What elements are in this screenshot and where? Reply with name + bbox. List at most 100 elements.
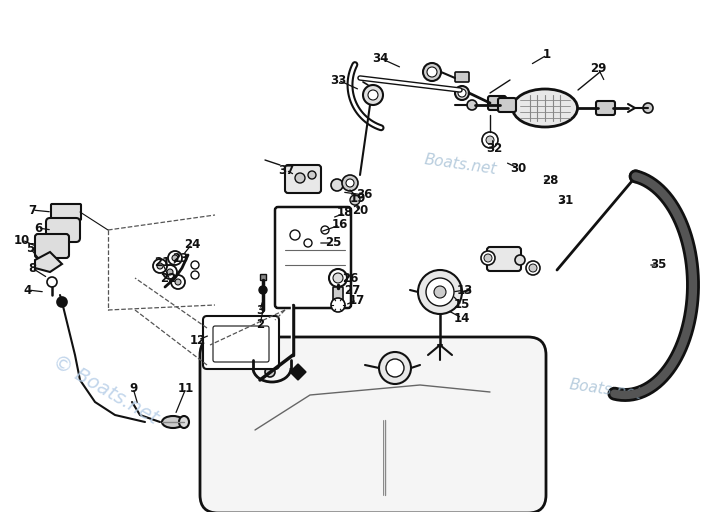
Circle shape (486, 136, 494, 144)
Circle shape (379, 352, 411, 384)
Circle shape (427, 67, 437, 77)
Circle shape (342, 175, 358, 191)
Text: 14: 14 (454, 311, 470, 325)
Circle shape (304, 239, 312, 247)
Text: 18: 18 (336, 206, 353, 220)
Circle shape (426, 278, 454, 306)
Text: 34: 34 (372, 52, 388, 65)
Circle shape (350, 195, 360, 205)
Circle shape (482, 132, 498, 148)
Circle shape (329, 269, 347, 287)
FancyBboxPatch shape (275, 207, 351, 308)
Text: 27: 27 (344, 284, 360, 296)
Text: 35: 35 (650, 259, 667, 271)
Circle shape (346, 179, 354, 187)
FancyBboxPatch shape (35, 234, 69, 258)
Text: 10: 10 (14, 233, 30, 246)
FancyBboxPatch shape (596, 101, 615, 115)
Circle shape (423, 63, 441, 81)
Text: 24: 24 (184, 238, 200, 250)
Circle shape (484, 254, 492, 262)
FancyBboxPatch shape (487, 247, 521, 271)
Circle shape (171, 275, 185, 289)
Text: 32: 32 (486, 141, 502, 155)
Ellipse shape (162, 416, 184, 428)
Circle shape (168, 251, 182, 265)
Text: 7: 7 (28, 203, 36, 217)
Text: 11: 11 (178, 381, 194, 395)
Text: 5: 5 (26, 242, 34, 254)
FancyBboxPatch shape (333, 287, 343, 303)
Circle shape (630, 170, 641, 182)
Circle shape (529, 264, 537, 272)
Text: 30: 30 (510, 161, 526, 175)
Text: 23: 23 (172, 251, 188, 265)
Polygon shape (290, 364, 306, 380)
Text: 25: 25 (325, 237, 342, 249)
Circle shape (368, 90, 378, 100)
Circle shape (363, 85, 383, 105)
Text: 20: 20 (352, 204, 368, 218)
Text: © Boats.net: © Boats.net (49, 352, 161, 428)
Circle shape (455, 86, 469, 100)
Circle shape (321, 226, 329, 234)
Circle shape (515, 255, 525, 265)
Text: 16: 16 (331, 219, 348, 231)
Circle shape (331, 298, 345, 312)
Text: 28: 28 (542, 174, 558, 186)
Text: 1: 1 (543, 49, 551, 61)
Circle shape (153, 259, 167, 273)
Circle shape (191, 261, 199, 269)
Circle shape (418, 270, 462, 314)
Text: 33: 33 (330, 74, 346, 87)
FancyBboxPatch shape (285, 165, 321, 193)
Circle shape (265, 367, 275, 377)
Circle shape (191, 271, 199, 279)
Circle shape (434, 286, 446, 298)
Ellipse shape (513, 89, 577, 127)
Circle shape (295, 173, 305, 183)
Circle shape (458, 89, 466, 97)
Circle shape (526, 261, 540, 275)
Text: 17: 17 (349, 293, 365, 307)
Circle shape (331, 179, 343, 191)
Text: 19: 19 (350, 191, 366, 204)
FancyBboxPatch shape (46, 218, 80, 242)
FancyBboxPatch shape (200, 337, 546, 512)
FancyBboxPatch shape (51, 204, 81, 220)
Circle shape (175, 279, 181, 285)
Circle shape (47, 277, 57, 287)
Circle shape (467, 100, 477, 110)
Circle shape (167, 269, 173, 275)
Circle shape (386, 359, 404, 377)
Text: Boats.net: Boats.net (423, 153, 498, 178)
Polygon shape (35, 252, 62, 272)
Text: 2: 2 (256, 318, 264, 331)
FancyBboxPatch shape (488, 96, 506, 110)
Circle shape (333, 273, 343, 283)
Circle shape (163, 265, 177, 279)
Text: 22: 22 (160, 271, 176, 285)
Text: 31: 31 (557, 194, 573, 206)
Circle shape (57, 297, 67, 307)
Text: 36: 36 (356, 188, 372, 202)
Text: 15: 15 (454, 298, 470, 311)
Circle shape (259, 286, 267, 294)
Circle shape (481, 251, 495, 265)
Circle shape (157, 263, 163, 269)
Text: 37: 37 (278, 163, 294, 177)
Text: 4: 4 (24, 284, 32, 296)
Ellipse shape (179, 416, 189, 428)
Bar (260, 274, 266, 280)
Text: 3: 3 (256, 304, 264, 316)
FancyBboxPatch shape (213, 326, 269, 362)
FancyBboxPatch shape (203, 316, 279, 369)
FancyBboxPatch shape (455, 72, 469, 82)
FancyBboxPatch shape (498, 98, 516, 112)
Text: 9: 9 (129, 381, 137, 395)
Text: 21: 21 (154, 255, 170, 268)
Text: 13: 13 (457, 284, 473, 296)
Circle shape (643, 103, 653, 113)
Text: 26: 26 (342, 271, 358, 285)
Text: 6: 6 (34, 222, 42, 234)
